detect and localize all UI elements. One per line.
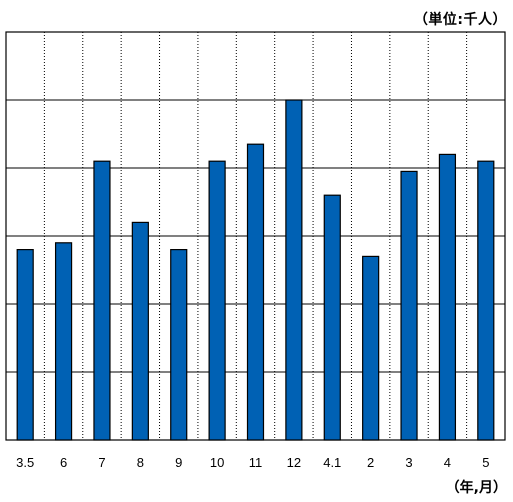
bar-6 xyxy=(54,242,73,441)
unit-label: （単位:千人） xyxy=(413,12,507,28)
bar-11 xyxy=(246,143,265,441)
bar-12 xyxy=(285,99,303,441)
bar-2 xyxy=(362,255,380,441)
bar-4 xyxy=(438,153,457,441)
x-tick-label: 3 xyxy=(405,455,412,470)
x-tick-label: 12 xyxy=(287,455,301,470)
x-tick-label: 2 xyxy=(367,455,374,470)
bar-10 xyxy=(208,160,226,441)
x-tick-label: 3.5 xyxy=(16,455,34,470)
x-tick-label: 6 xyxy=(60,455,67,470)
bar-4.1 xyxy=(323,194,341,441)
bar-9 xyxy=(170,249,188,441)
x-tick-label: 9 xyxy=(175,455,182,470)
x-tick-label: 4.1 xyxy=(323,455,341,470)
x-tick-label: 5 xyxy=(482,455,489,470)
x-tick-label: 7 xyxy=(98,455,105,470)
bar-5 xyxy=(477,160,495,441)
bar-8 xyxy=(131,221,149,441)
bar-3.5 xyxy=(16,249,34,441)
x-tick-label: 10 xyxy=(210,455,224,470)
x-tick-label: 8 xyxy=(137,455,144,470)
x-axis-unit-label: （年,月） xyxy=(445,480,507,496)
bar-7 xyxy=(93,160,111,441)
x-tick-label: 11 xyxy=(249,455,263,470)
x-tick-label: 4 xyxy=(444,455,451,470)
bar-3 xyxy=(400,170,418,441)
